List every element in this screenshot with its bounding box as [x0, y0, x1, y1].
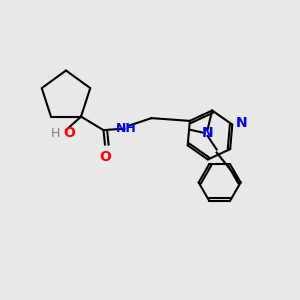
Text: N: N — [202, 126, 214, 140]
Text: O: O — [99, 150, 111, 164]
Text: NH: NH — [116, 122, 136, 135]
Text: O: O — [63, 126, 75, 140]
Text: H: H — [51, 127, 60, 140]
Text: N: N — [236, 116, 248, 130]
